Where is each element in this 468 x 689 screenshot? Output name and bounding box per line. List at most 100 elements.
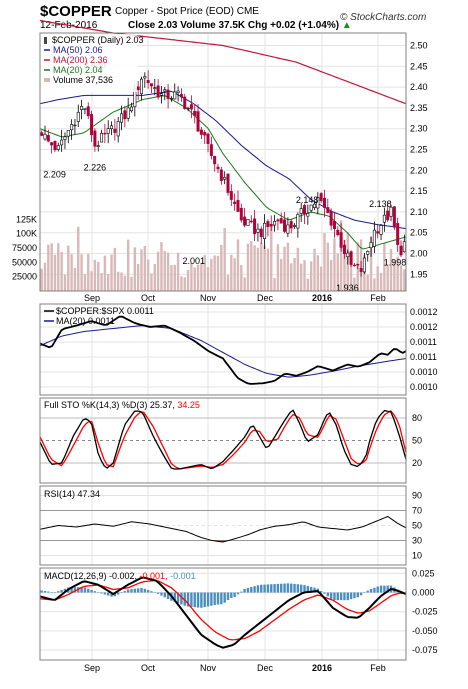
ma200-line (39, 19, 407, 105)
volume-bar (256, 247, 260, 291)
volume-bar (366, 274, 369, 291)
volume-bar (97, 261, 100, 291)
candle-body (306, 213, 310, 217)
price-axis-tick: 2.40 (410, 82, 428, 92)
macd-histogram-bar (329, 592, 333, 599)
volume-bar (349, 250, 353, 291)
x-axis-tick: Feb (370, 293, 386, 303)
macd-histogram-bar (53, 592, 57, 593)
candle-body (293, 225, 297, 227)
macd-histogram-bar (176, 592, 180, 604)
x-axis-tick: Oct (141, 293, 156, 303)
volume-bar (90, 271, 93, 291)
x-axis-tick-bottom: Oct (141, 663, 156, 673)
macd-axis-tick: 0.025 (412, 568, 435, 578)
volume-bar (293, 257, 296, 291)
volume-bar (73, 268, 77, 291)
candle-body (186, 107, 190, 110)
candle-body (253, 218, 257, 235)
volume-bar (399, 265, 403, 291)
candle-body (83, 108, 87, 110)
macd-histogram-bar (369, 588, 373, 593)
candle-body (316, 197, 320, 209)
volume-bar (230, 254, 233, 291)
volume-bar (43, 262, 47, 291)
volume-bar (143, 245, 147, 291)
rsi-panel-frame (39, 485, 407, 566)
macd-histogram-bar (260, 584, 263, 593)
price-axis-tick: 2.30 (410, 124, 428, 134)
candle-body (256, 228, 260, 233)
candle-body (273, 221, 277, 226)
macd-histogram-bar (326, 592, 330, 597)
candle-body (369, 242, 373, 249)
candle-body (196, 111, 200, 132)
macd-histogram-bar (153, 592, 156, 593)
candle-body (372, 229, 376, 247)
candle-body (319, 193, 323, 201)
volume-bar (83, 274, 87, 291)
candle-body (216, 166, 220, 170)
macd-histogram-bar (373, 587, 376, 593)
candle-body (336, 229, 340, 236)
macd-histogram-bar (356, 592, 359, 598)
candle-body (312, 203, 316, 208)
candle-body (346, 252, 350, 258)
macd-histogram-bar (40, 590, 43, 593)
macd-histogram-bar (190, 592, 193, 607)
volume-bar (63, 274, 67, 291)
candle-body (249, 220, 253, 223)
macd-histogram-bar (133, 588, 137, 593)
description-text: Copper - Spot Price (EOD) (115, 6, 234, 17)
candle-body (166, 89, 170, 99)
x-axis-tick: Nov (200, 293, 217, 303)
macd-histogram-bar (50, 592, 53, 593)
macd-histogram-bar (156, 592, 160, 594)
candle-body (303, 205, 307, 215)
volume-bar (126, 239, 130, 291)
candle-body (110, 125, 114, 130)
sto-axis-tick: 20 (412, 458, 422, 468)
macd-histogram-bar (70, 587, 73, 593)
macd-histogram-bar (236, 592, 240, 595)
macd-histogram-bar (73, 587, 77, 593)
macd-histogram-bar (223, 592, 226, 603)
stockcharts-credit: © StockCharts.com (340, 12, 427, 23)
ma20-line (39, 95, 407, 250)
volume-bar (173, 264, 176, 291)
macd-histogram-bar (110, 592, 113, 597)
rsi-axis-tick: 30 (412, 536, 422, 546)
candle-body (43, 133, 47, 140)
volume-bar (270, 223, 273, 291)
macd-histogram-bar (270, 584, 273, 593)
volume-bar (389, 248, 393, 291)
volume-bar (53, 254, 57, 291)
ratio-axis-tick: 0.0010 (410, 382, 438, 392)
volume-bar (100, 273, 103, 291)
price-axis-tick: 2.35 (410, 103, 428, 113)
volume-bar (183, 277, 186, 291)
candle-body (233, 201, 237, 204)
chg-value: +0.02 (+1.04%) (270, 20, 340, 31)
volume-bar (50, 243, 53, 291)
volume-bar (163, 251, 166, 291)
candle-body (226, 173, 230, 193)
legend-entry: MA(200) 2.36 (53, 55, 108, 65)
candle-body (106, 128, 110, 134)
volume-bar (266, 248, 270, 291)
price-axis-tick: 2.15 (410, 186, 428, 196)
volume-bar (210, 258, 213, 291)
macd-histogram-bar (263, 584, 266, 593)
volume-bar (130, 276, 133, 291)
candle-body (86, 106, 90, 117)
volume-bar (160, 242, 163, 291)
volume-bar (213, 255, 216, 291)
volume-bar (206, 267, 210, 291)
candle-body (236, 200, 240, 212)
macd-legend-part: -0.001 (168, 571, 196, 581)
macd-histogram-bar (240, 591, 243, 593)
candle-body (156, 85, 160, 98)
price-axis-tick: 2.25 (410, 145, 428, 155)
volume-bar (379, 272, 383, 291)
macd-histogram-bar (296, 584, 300, 593)
